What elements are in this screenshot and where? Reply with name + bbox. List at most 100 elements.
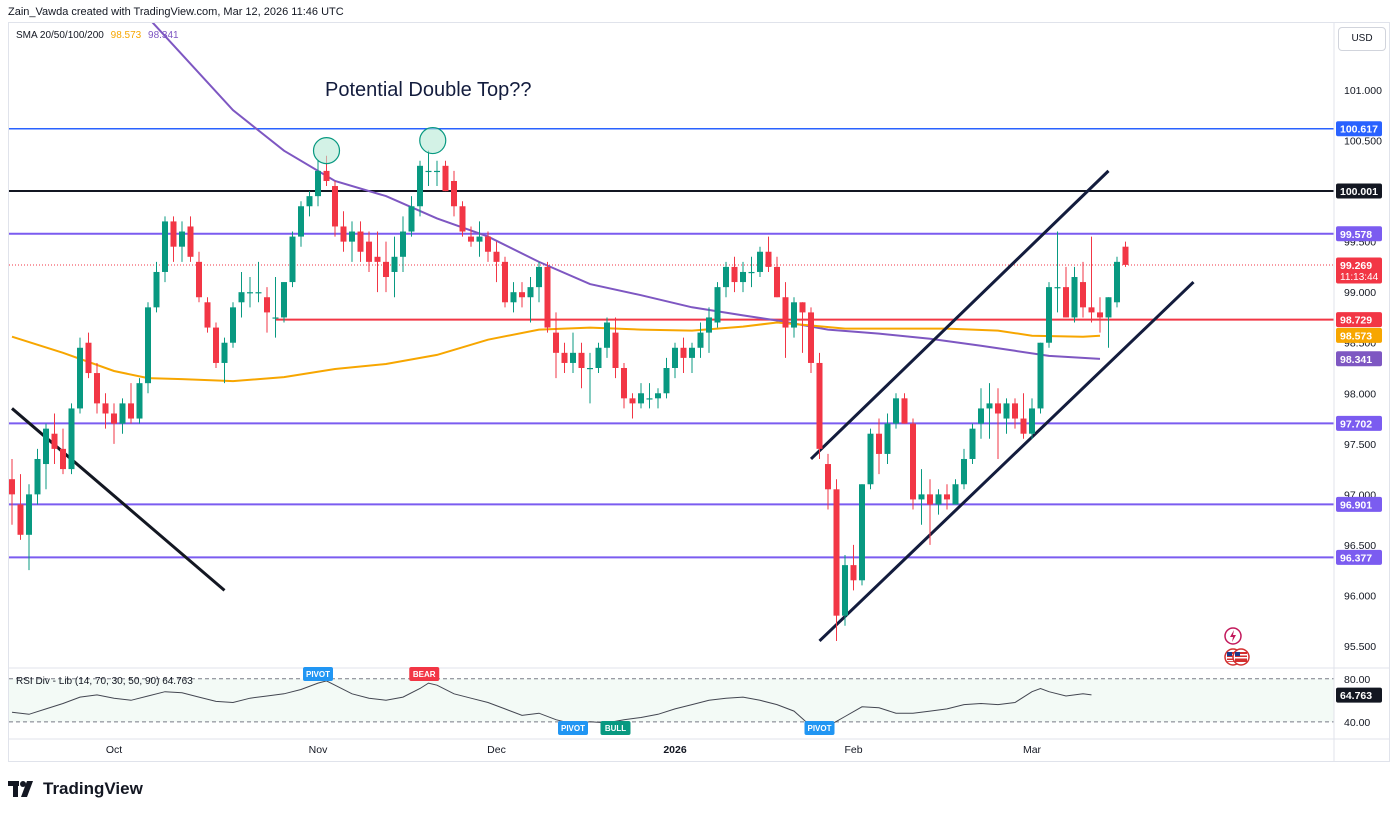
candle: [808, 307, 814, 374]
candle: [289, 231, 296, 288]
candle-body: [604, 322, 610, 348]
candle-body: [1054, 287, 1061, 289]
candle-body: [723, 266, 729, 288]
economic-events-icons[interactable]: [1222, 626, 1252, 670]
sma-legend-label: SMA 20/50/100/200: [16, 30, 104, 41]
candle: [740, 261, 746, 293]
tradingview-logo[interactable]: TradingView: [8, 779, 143, 799]
candle-body: [247, 292, 253, 294]
candle-body: [655, 393, 661, 399]
candle-body: [553, 332, 559, 353]
us-flag-event-icon[interactable]: [1224, 648, 1250, 666]
x-axis-tick-label: Mar: [1023, 744, 1042, 756]
candle: [366, 231, 372, 272]
candle-body: [1080, 282, 1086, 308]
candle: [850, 544, 857, 591]
candle: [1071, 266, 1078, 323]
price-tag-countdown: 11:13:44: [1340, 272, 1379, 283]
candle-body: [944, 494, 950, 500]
candle-body: [1037, 342, 1044, 409]
candle: [910, 418, 916, 510]
candle-body: [672, 347, 678, 368]
candle-body: [714, 287, 721, 323]
candle: [43, 423, 49, 490]
level-price-tag: 99.578: [1336, 226, 1382, 242]
candle: [128, 383, 134, 424]
candle-body: [170, 221, 177, 247]
candle-body: [238, 292, 245, 303]
currency-selector[interactable]: USD: [1338, 27, 1386, 51]
candle: [731, 256, 738, 293]
candle-body: [757, 251, 763, 272]
candle: [264, 287, 270, 333]
rsi-signal-marker-label: BEAR: [413, 670, 436, 679]
candle-body: [179, 231, 185, 247]
candle-body: [366, 241, 372, 262]
candle: [468, 226, 474, 247]
sma-legend[interactable]: SMA 20/50/100/200 98.573 98.341: [16, 30, 179, 41]
price-tag-text: 99.269: [1340, 260, 1372, 272]
sma100-value: 98.573: [110, 30, 142, 41]
candle: [706, 307, 712, 353]
candle-body: [213, 327, 219, 363]
candle-body: [825, 464, 831, 490]
candle-body: [357, 231, 364, 252]
candle: [102, 393, 109, 429]
y-axis-tick-label: 99.000: [1344, 287, 1376, 299]
candle: [672, 342, 678, 379]
candle-body: [1003, 403, 1010, 419]
lightning-event-icon[interactable]: [1224, 627, 1242, 645]
candle: [782, 282, 789, 358]
candle: [136, 378, 143, 424]
candle: [153, 261, 160, 313]
x-axis-tick-label: Oct: [106, 744, 122, 756]
candle-body: [774, 266, 780, 298]
level-price-tag-text: 99.578: [1340, 229, 1372, 241]
candle: [842, 555, 848, 626]
candle: [927, 479, 933, 545]
candle: [714, 282, 721, 328]
candle: [400, 216, 406, 272]
candle: [255, 261, 262, 303]
candle: [34, 448, 41, 505]
candle: [179, 221, 185, 262]
candle-body: [85, 342, 92, 374]
candle-body: [400, 231, 406, 257]
candle-body: [391, 256, 398, 272]
candle-body: [927, 494, 933, 505]
candle-body: [255, 292, 262, 294]
candle: [1029, 398, 1035, 439]
candle: [587, 352, 593, 404]
candle: [1114, 256, 1120, 308]
candle-body: [935, 494, 942, 505]
rsi-signal-marker: PIVOT: [303, 667, 333, 681]
candle-body: [952, 484, 959, 505]
candle: [170, 216, 177, 262]
candle-body: [1122, 246, 1129, 265]
tradingview-logo-icon: [8, 781, 33, 797]
price-tag-text: 98.341: [1340, 354, 1372, 366]
candle: [791, 297, 797, 338]
candle-body: [298, 206, 304, 237]
double-top-marker: [312, 137, 341, 165]
candle: [544, 261, 551, 333]
candle: [9, 458, 15, 525]
candle: [510, 282, 517, 313]
level-price-tag-bg: [1336, 549, 1382, 565]
rsi-signal-marker-bg: [303, 667, 333, 681]
candle-body: [731, 266, 738, 283]
candle: [349, 221, 355, 262]
candle-body: [162, 221, 168, 272]
candle-body: [153, 271, 160, 308]
candle: [1063, 266, 1069, 318]
y-axis-tick-label: 95.500: [1344, 641, 1376, 653]
rsi-legend[interactable]: RSI Div - Lib (14, 70, 30, 50, 90) 64.76…: [16, 676, 193, 687]
candle-body: [1012, 403, 1018, 419]
candle: [604, 317, 610, 358]
candle: [451, 170, 457, 217]
candle-body: [1020, 418, 1027, 434]
candle: [536, 261, 542, 303]
candle-body: [289, 236, 296, 283]
